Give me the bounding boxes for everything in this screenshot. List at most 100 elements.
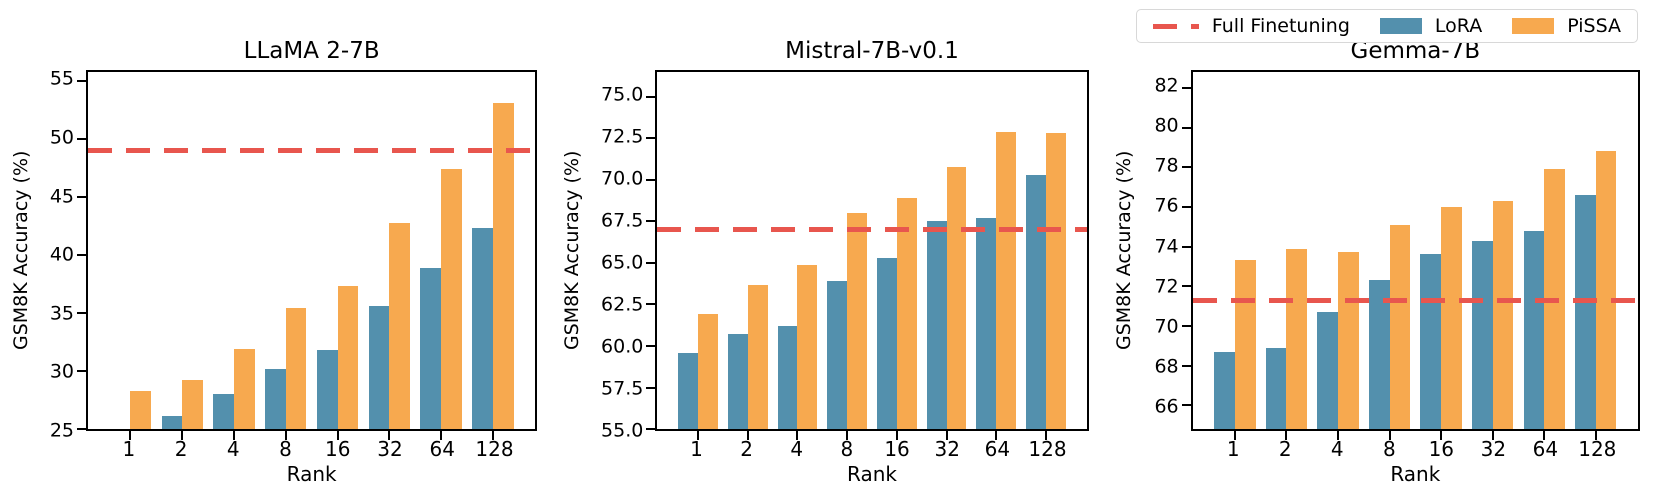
y-tick-labels: 66 68 70 72 74 76 78 80 82 — [1139, 70, 1191, 431]
x-axis-label: Rank — [286, 462, 337, 486]
legend-swatch-icon — [1512, 18, 1555, 34]
y-tick-label: 35 — [49, 302, 74, 325]
lora-bar-rank-4 — [1317, 311, 1338, 429]
y-axis-label: GSM8K Accuracy (%) — [1112, 150, 1135, 351]
y-tick-label: 30 — [49, 360, 74, 383]
chart-title: LLaMA 2-7B — [243, 38, 380, 64]
pissa-bar-rank-32 — [946, 166, 967, 429]
y-tick-label: 75.0 — [601, 83, 644, 106]
y-tick-mark — [1181, 166, 1191, 169]
lora-bar-rank-32 — [1472, 240, 1493, 429]
y-tick-label: 70.0 — [601, 167, 644, 190]
pissa-bar-rank-8 — [1389, 224, 1411, 429]
pissa-bar-rank-32 — [389, 222, 411, 429]
x-tick-mark — [440, 431, 443, 440]
y-tick-label: 78 — [1154, 154, 1179, 177]
x-axis-label: Rank — [847, 462, 897, 486]
y-tick-label: 66 — [1154, 395, 1179, 418]
y-tick-mark — [646, 137, 656, 140]
x-tick-mark — [129, 431, 132, 440]
lora-bar-rank-8 — [1368, 280, 1390, 429]
x-tick-label: 8 — [279, 437, 292, 461]
x-tick-mark — [746, 431, 749, 440]
plot-area — [646, 70, 1089, 440]
lora-bar-rank-1 — [1214, 351, 1235, 429]
x-tick-mark — [181, 431, 184, 440]
pissa-bar-rank-1 — [698, 314, 718, 429]
y-tick-label: 25 — [49, 419, 74, 442]
pissa-bar-rank-16 — [337, 286, 359, 429]
pissa-bar-rank-8 — [285, 308, 307, 429]
y-axis-label: GSM8K Accuracy (%) — [10, 150, 32, 351]
pissa-bar-rank-8 — [847, 213, 868, 429]
lora-bar-rank-8 — [827, 281, 848, 429]
y-tick-label: 80 — [1154, 114, 1179, 137]
pissa-bar-rank-2 — [182, 380, 203, 429]
y-tick-label: 57.5 — [601, 377, 644, 400]
x-tick-mark — [233, 431, 235, 440]
x-tick-mark — [1337, 431, 1339, 440]
x-tick-mark — [284, 431, 287, 440]
chart-title: Mistral-7B-v0.1 — [785, 38, 959, 64]
y-tick-label: 72.5 — [601, 125, 644, 148]
lora-bar-rank-2 — [161, 416, 183, 429]
x-tick-label: 4 — [790, 437, 804, 461]
legend-label: PiSSA — [1567, 15, 1621, 37]
pissa-bar-rank-1 — [130, 390, 152, 429]
x-tick-label: 32 — [934, 437, 960, 461]
y-tick-mark — [77, 254, 86, 257]
x-tick-mark — [945, 431, 948, 440]
x-tick-label: 8 — [1382, 437, 1396, 461]
x-tick-label: 2 — [740, 437, 753, 461]
legend-swatch-icon — [1379, 18, 1422, 34]
y-tick-mark — [1181, 324, 1191, 327]
x-tick-mark — [995, 431, 998, 440]
x-tick-mark — [1440, 431, 1443, 440]
pissa-bar-rank-4 — [1338, 252, 1359, 429]
lora-bar-rank-16 — [316, 350, 338, 429]
pissa-bar-rank-128 — [1595, 151, 1617, 429]
x-tick-mark — [388, 431, 391, 440]
y-axis-label: GSM8K Accuracy (%) — [561, 150, 584, 351]
lora-bar-rank-128 — [1575, 194, 1596, 429]
x-tick-label: 4 — [1330, 437, 1344, 461]
full-finetuning-line — [88, 148, 536, 154]
pissa-bar-rank-2 — [1286, 248, 1308, 429]
pissa-bar-rank-1 — [1234, 260, 1256, 429]
y-tick-mark — [77, 428, 86, 430]
pissa-bar-rank-16 — [896, 198, 917, 429]
lora-bar-rank-8 — [265, 368, 286, 429]
x-tick-labels: 1 2 4 8 16 32 64 128 — [1191, 431, 1640, 461]
full-finetuning-line — [1192, 297, 1638, 303]
x-tick-mark — [846, 431, 849, 440]
x-tick-label: 64 — [1532, 437, 1559, 461]
y-tick-labels: 25 30 35 40 45 50 55 — [36, 69, 86, 440]
x-tick-label: 2 — [174, 437, 188, 461]
plot-area — [1181, 70, 1640, 440]
x-tick-label: 1 — [122, 437, 136, 461]
y-tick-mark — [646, 344, 656, 347]
subplot-gemma-7b: Gemma-7B GSM8K Accuracy (%) 66 68 70 72 74 76… — [1109, 36, 1660, 489]
x-tick-label: 32 — [377, 437, 403, 461]
x-tick-label: 128 — [1028, 437, 1067, 461]
y-tick-label: 50 — [49, 126, 74, 149]
lora-bar-rank-128 — [472, 228, 493, 429]
y-tick-mark — [1181, 404, 1191, 407]
y-tick-label: 45 — [49, 185, 74, 208]
lora-bar-rank-4 — [777, 326, 798, 429]
x-tick-label: 128 — [1578, 437, 1617, 461]
x-tick-mark — [796, 431, 799, 440]
x-tick-mark — [697, 431, 700, 440]
y-tick-label: 70 — [1154, 315, 1179, 338]
x-tick-mark — [1285, 431, 1288, 440]
legend-label: LoRA — [1434, 15, 1483, 37]
x-tick-label: 32 — [1480, 437, 1507, 461]
lora-bar-rank-16 — [876, 257, 897, 429]
subplot-llama-2-7b: LLaMA 2-7B GSM8K Accuracy (%) 25 30 35 40 45… — [0, 36, 557, 489]
y-tick-mark — [77, 370, 86, 373]
y-tick-label: 65.0 — [601, 251, 644, 274]
y-tick-mark — [646, 261, 656, 264]
legend-item-full-finetuning: Full Finetuning — [1152, 15, 1350, 37]
x-tick-label: 2 — [1278, 437, 1292, 461]
